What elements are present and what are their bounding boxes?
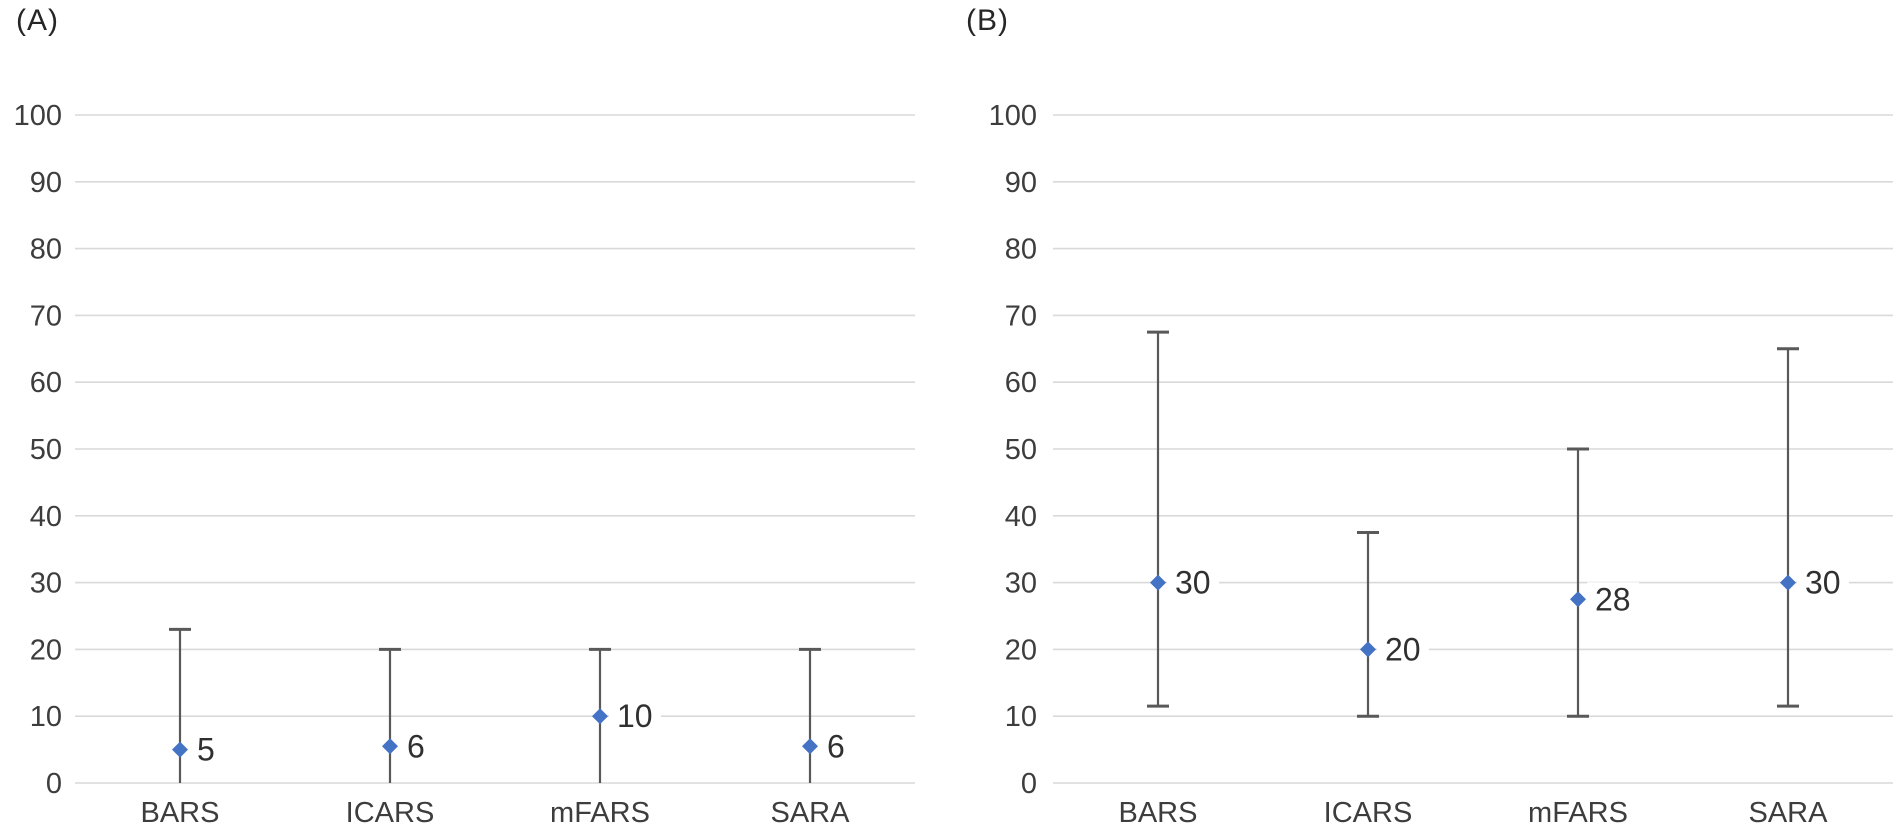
x-category-label: BARS [1119, 797, 1198, 829]
data-point-label: 6 [407, 728, 425, 764]
y-tick-label: 60 [30, 367, 62, 399]
y-tick-label: 20 [1005, 634, 1037, 666]
y-tick-label: 90 [1005, 167, 1037, 199]
data-label-background [1377, 632, 1429, 667]
data-point-label: 5 [197, 732, 215, 768]
x-category-label: SARA [1749, 797, 1829, 829]
panel-a-label: (A) [16, 4, 59, 37]
y-tick-label: 70 [30, 300, 62, 332]
y-tick-label: 100 [14, 100, 62, 132]
y-tick-label: 30 [1005, 568, 1037, 600]
y-tick-label: 70 [1005, 300, 1037, 332]
y-tick-label: 40 [1005, 501, 1037, 533]
data-label-background [1587, 582, 1639, 617]
data-point-label: 10 [617, 698, 653, 734]
data-point-marker [382, 738, 398, 755]
data-point-marker [802, 738, 818, 755]
data-point-label: 30 [1175, 565, 1211, 601]
data-point-marker [1360, 641, 1376, 658]
x-category-label: mFARS [1528, 797, 1628, 829]
data-label-background [1797, 565, 1849, 600]
data-label-background [1167, 565, 1219, 600]
y-tick-label: 30 [30, 568, 62, 600]
x-category-label: ICARS [346, 797, 435, 829]
data-point-marker [1780, 574, 1796, 591]
data-label-background [399, 729, 433, 764]
y-tick-label: 80 [1005, 234, 1037, 266]
y-tick-label: 50 [30, 434, 62, 466]
y-tick-label: 50 [1005, 434, 1037, 466]
data-point-marker [1150, 574, 1166, 591]
data-point-marker [1570, 591, 1586, 608]
data-label-background [819, 729, 853, 764]
panel-b-label: (B) [966, 4, 1009, 37]
x-category-label: BARS [141, 797, 220, 829]
data-point-label: 28 [1595, 581, 1631, 617]
data-point-label: 30 [1805, 565, 1841, 601]
x-category-label: ICARS [1324, 797, 1413, 829]
y-tick-label: 20 [30, 634, 62, 666]
x-category-label: SARA [771, 797, 851, 829]
data-point-label: 6 [827, 728, 845, 764]
y-tick-label: 100 [989, 100, 1037, 132]
y-tick-label: 0 [46, 768, 62, 800]
y-tick-label: 40 [30, 501, 62, 533]
panel-a-chart: 0 10 20 30 40 50 60 70 80 90 100 BARS ICARS mFARS SARA… [14, 100, 915, 829]
y-tick-label: 60 [1005, 367, 1037, 399]
y-tick-label: 80 [30, 234, 62, 266]
x-category-label: mFARS [550, 797, 650, 829]
y-tick-label: 0 [1021, 768, 1037, 800]
data-point-marker [172, 741, 188, 758]
y-tick-label: 90 [30, 167, 62, 199]
data-label-background [609, 699, 661, 734]
data-point-label: 20 [1385, 631, 1421, 667]
panel-b-chart: 0 10 20 30 40 50 60 70 80 90 100 BARS ICARS mFARS SARA… [989, 100, 1893, 829]
data-label-background [189, 732, 223, 767]
y-tick-label: 10 [1005, 701, 1037, 733]
data-point-marker [592, 708, 608, 725]
y-tick-label: 10 [30, 701, 62, 733]
